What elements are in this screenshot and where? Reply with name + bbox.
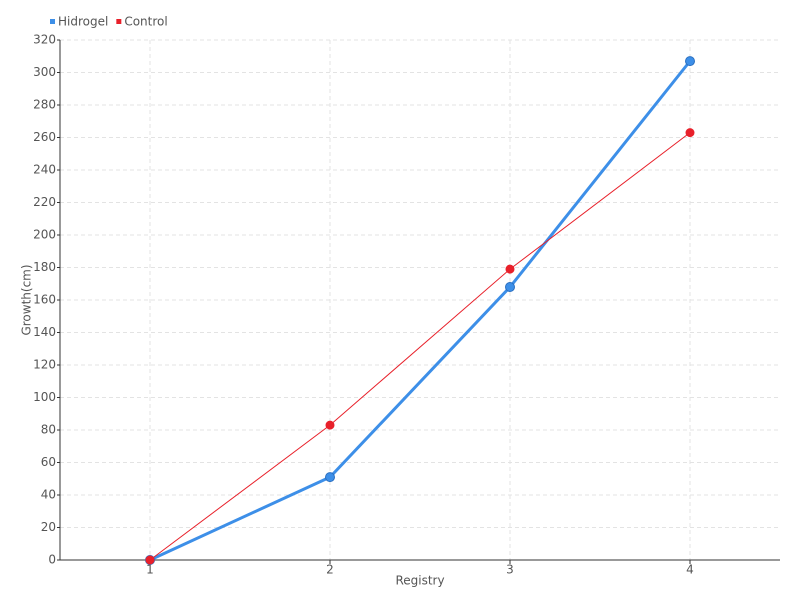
series-line [149,60,692,562]
legend-swatch [116,19,122,24]
data-point [505,264,515,274]
y-tick-label: 240 [33,163,56,177]
legend-swatch [50,19,55,24]
data-point [505,282,515,292]
y-tick-label: 60 [41,455,56,469]
y-tick-label: 160 [33,293,56,307]
data-point [685,128,695,138]
data-point [685,56,695,67]
y-tick-label: 220 [33,195,56,209]
x-tick-label: 2 [326,563,334,577]
y-tick-label: 20 [41,520,56,534]
y-tick-label: 180 [33,260,56,274]
y-tick-label: 320 [33,33,56,47]
series-line [149,132,691,561]
legend-label: Control [124,15,167,29]
x-tick-label: 3 [506,563,514,577]
x-tick-label: 1 [146,563,154,577]
y-tick-label: 0 [48,553,56,567]
x-axis-label: Registry [395,574,444,588]
x-tick-label: 4 [686,563,694,577]
data-point [145,555,155,565]
y-tick-label: 140 [33,325,56,339]
y-tick-label: 120 [33,358,56,372]
y-tick-label: 100 [33,390,56,404]
y-tick-label: 280 [33,98,56,112]
data-point [325,472,335,483]
y-tick-label: 80 [41,423,56,437]
y-tick-label: 40 [41,488,56,502]
y-tick-label: 200 [33,228,56,242]
data-point [325,420,335,430]
y-tick-label: 260 [33,130,56,144]
y-tick-label: 300 [33,65,56,79]
y-axis-label: Growth(cm) [20,264,34,335]
legend-label: Hidrogel [58,15,108,29]
